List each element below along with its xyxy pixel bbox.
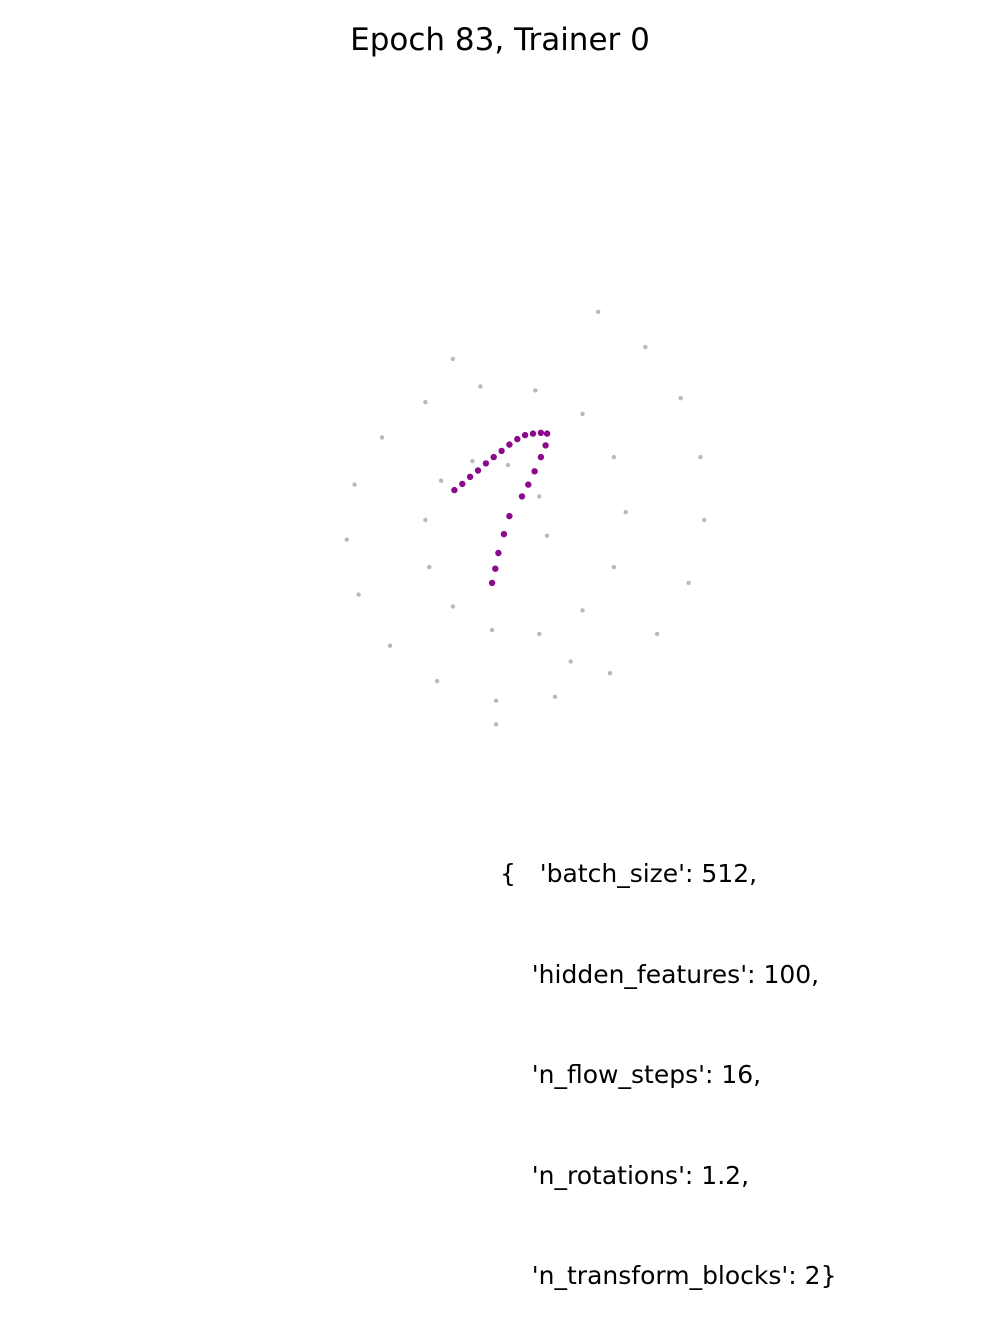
sample-point bbox=[492, 565, 499, 572]
target-point bbox=[702, 517, 707, 523]
sample-point bbox=[482, 460, 490, 467]
param-line: 'hidden_features': 100, bbox=[500, 959, 820, 989]
target-point bbox=[698, 454, 703, 460]
target-point bbox=[607, 671, 613, 676]
param-line: { 'batch_size': 512, bbox=[500, 859, 758, 888]
target-point bbox=[427, 564, 432, 570]
target-point bbox=[537, 494, 542, 499]
sample-point bbox=[490, 453, 497, 461]
sample-point bbox=[495, 549, 502, 557]
target-point bbox=[568, 659, 573, 664]
sample-point bbox=[466, 473, 474, 480]
target-point bbox=[643, 344, 648, 350]
param-line: 'n_flow_steps': 16, bbox=[500, 1060, 762, 1089]
target-point bbox=[623, 509, 628, 515]
target-point bbox=[552, 694, 558, 699]
target-point bbox=[544, 533, 550, 538]
target-point bbox=[537, 631, 542, 637]
target-point bbox=[580, 411, 585, 417]
sample-point bbox=[474, 467, 482, 474]
sample-point bbox=[488, 579, 496, 587]
sample-point bbox=[459, 480, 466, 488]
sample-point bbox=[514, 435, 521, 443]
sample-point bbox=[537, 429, 545, 436]
target-point bbox=[611, 454, 617, 460]
param-line: 'n_transform_blocks': 2} bbox=[500, 1261, 837, 1290]
sample-point bbox=[531, 468, 538, 475]
target-point bbox=[678, 396, 683, 401]
target-point bbox=[686, 580, 691, 586]
target-point bbox=[470, 458, 475, 464]
hyperparameter-text: { 'batch_size': 512, 'hidden_features': … bbox=[500, 790, 836, 1326]
sample-point bbox=[500, 530, 508, 538]
chart-title: Epoch 83, Trainer 0 bbox=[350, 22, 650, 58]
target-point bbox=[423, 399, 428, 405]
sample-point bbox=[498, 447, 505, 455]
sample-point bbox=[537, 453, 545, 461]
target-point bbox=[438, 478, 444, 483]
param-line: 'n_rotations': 1.2, bbox=[500, 1160, 750, 1190]
target-point bbox=[505, 462, 511, 468]
target-distribution-series bbox=[344, 309, 707, 727]
target-point bbox=[478, 384, 483, 389]
target-point bbox=[434, 678, 440, 684]
target-point bbox=[493, 722, 499, 727]
target-point bbox=[352, 482, 357, 487]
target-point bbox=[356, 592, 361, 597]
sample-point bbox=[542, 442, 549, 449]
target-point bbox=[493, 698, 499, 703]
target-point bbox=[654, 631, 660, 637]
sample-point bbox=[529, 430, 537, 437]
target-point bbox=[379, 435, 385, 440]
sample-point bbox=[521, 431, 529, 439]
sample-point bbox=[506, 441, 513, 448]
sample-point bbox=[518, 493, 526, 500]
sample-point bbox=[525, 481, 532, 488]
target-point bbox=[611, 564, 617, 570]
target-point bbox=[423, 517, 428, 523]
scatter-plot bbox=[344, 309, 707, 727]
target-point bbox=[344, 537, 349, 542]
target-point bbox=[596, 309, 601, 314]
target-point bbox=[387, 643, 393, 648]
target-point bbox=[450, 356, 456, 362]
sample-point bbox=[506, 512, 513, 520]
target-point bbox=[533, 388, 538, 393]
target-point bbox=[489, 627, 495, 633]
sample-points-series bbox=[451, 429, 551, 587]
sample-point bbox=[543, 430, 551, 437]
target-point bbox=[580, 608, 585, 613]
target-point bbox=[450, 604, 456, 609]
sample-point bbox=[451, 486, 458, 494]
